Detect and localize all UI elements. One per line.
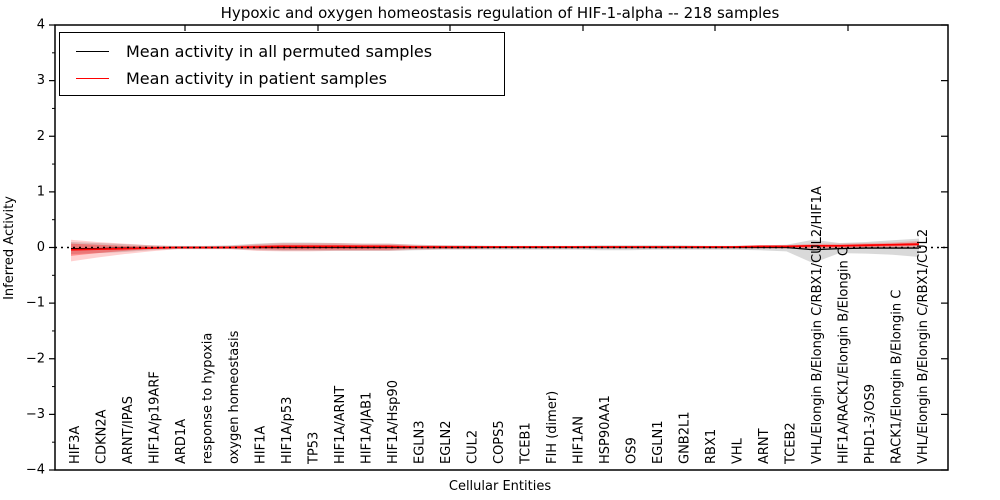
- x-tick-label: HIF1A/p19ARF: [148, 371, 163, 464]
- x-tick-label: HIF1A/RACK1/Elongin B/Elongin C: [837, 247, 852, 464]
- x-tick-label: HIF1A/Hsp90: [386, 380, 401, 464]
- x-tick-label: EGLN1: [651, 420, 666, 464]
- x-tick-label: response to hypoxia: [201, 333, 216, 464]
- x-tick-label: HSP90AA1: [598, 395, 613, 464]
- y-tick-label: −4: [26, 463, 45, 478]
- x-tick-label: oxygen homeostasis: [227, 330, 242, 464]
- y-tick-label: −3: [26, 407, 45, 422]
- x-tick-label: HIF1A/ARNT: [333, 386, 348, 464]
- x-tick-label: HIF1A: [254, 426, 269, 464]
- x-tick-label: OS9: [625, 437, 640, 464]
- legend-item-permuted: Mean activity in all permuted samples: [60, 38, 504, 65]
- y-tick-label: 3: [37, 73, 45, 88]
- x-tick-label: RACK1/Elongin B/Elongin C: [890, 290, 905, 464]
- x-tick-label: ARNT: [757, 428, 772, 464]
- y-tick-label: 4: [37, 18, 45, 33]
- chart-title: Hypoxic and oxygen homeostasis regulatio…: [220, 4, 780, 22]
- x-tick-label: VHL/Elongin B/Elongin C/RBX1/CUL2: [916, 229, 931, 464]
- x-tick-label: HIF1A/p53: [280, 397, 295, 464]
- y-tick-label: 2: [37, 129, 45, 144]
- y-tick-label: −2: [26, 351, 45, 366]
- x-tick-label: EGLN3: [413, 420, 428, 464]
- x-tick-label: FIH (dimer): [545, 391, 560, 464]
- x-tick-label: TP53: [307, 432, 322, 465]
- legend-label-permuted: Mean activity in all permuted samples: [126, 42, 433, 61]
- y-tick-label: −1: [26, 296, 45, 311]
- legend-label-patient: Mean activity in patient samples: [126, 69, 387, 88]
- x-axis-label: Cellular Entities: [448, 479, 552, 494]
- x-tick-label: RBX1: [704, 429, 719, 464]
- x-tick-label: CDKN2A: [95, 409, 110, 464]
- permuted-range-band: [71, 238, 919, 264]
- y-tick-label: 1: [37, 184, 45, 199]
- y-axis-label: Inferred Activity: [2, 196, 17, 300]
- x-tick-label: HIF1AN: [572, 416, 587, 464]
- x-tick-label: TCEB2: [784, 422, 799, 465]
- x-tick-label: CUL2: [466, 430, 481, 464]
- x-tick-label: COPS5: [492, 420, 507, 464]
- x-tick-label: TCEB1: [519, 422, 534, 465]
- x-tick-label: GNB2L1: [678, 411, 693, 464]
- x-tick-label: VHL/Elongin B/Elongin C/RBX1/CUL2/HIF1A: [810, 186, 825, 464]
- x-tick-label: PHD1-3/OS9: [863, 384, 878, 464]
- legend-line-red-icon: [76, 78, 109, 79]
- legend-line-black-icon: [76, 51, 109, 52]
- x-tick-label: EGLN2: [439, 420, 454, 464]
- patient-range-outer-band: [71, 239, 919, 262]
- legend: Mean activity in all permuted samples Me…: [59, 32, 505, 96]
- x-tick-label: HIF1A/JAB1: [360, 392, 375, 464]
- legend-item-patient: Mean activity in patient samples: [60, 65, 504, 92]
- x-tick-label: ARD1A: [174, 419, 189, 464]
- y-tick-label: 0: [37, 240, 45, 255]
- x-tick-label: HIF3A: [68, 426, 83, 464]
- x-tick-label: VHL: [731, 437, 746, 464]
- x-tick-label: ARNT/IPAS: [121, 396, 136, 464]
